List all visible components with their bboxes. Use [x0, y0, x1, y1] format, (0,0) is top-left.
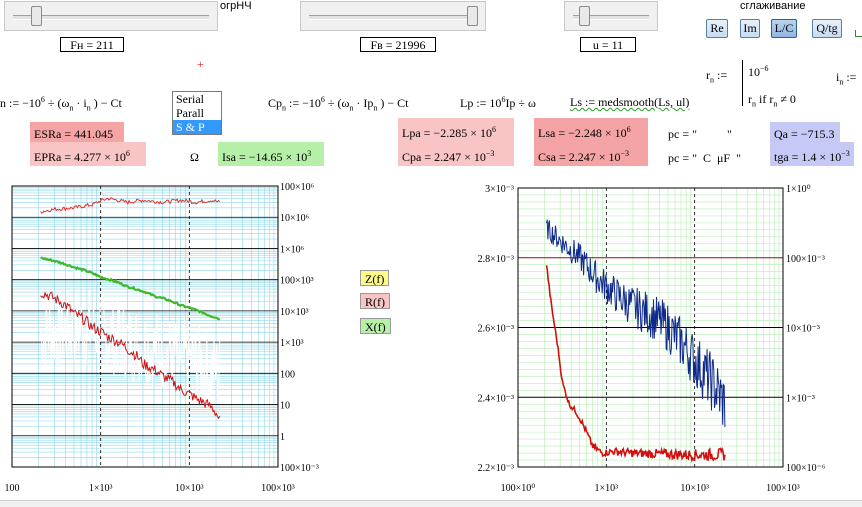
y-tick-label: 1×10³	[280, 338, 304, 349]
eq-in: in :=	[836, 70, 857, 87]
eq-rn: rn :=	[706, 68, 728, 85]
y-tick-label: 1×10⁶	[280, 244, 305, 255]
legend-r: R(f)	[360, 293, 390, 309]
x-tick-label: 10×10³	[175, 483, 204, 494]
smoothing-label: сглаживание	[740, 0, 806, 12]
y-tick-label: 100	[280, 369, 295, 380]
qtg-button[interactable]: Q/tg	[812, 19, 842, 38]
legend-x: X(f)	[360, 318, 391, 334]
series-c-line	[545, 265, 726, 463]
series-z-line	[40, 289, 221, 407]
y-left-tick-label: 2.8×10⁻³	[478, 254, 514, 265]
series-r-lower-line	[40, 291, 221, 420]
rn-bottom: rn if rn ≠ 0	[748, 92, 796, 109]
eq-n: n := −106 ÷ (ωn · in ) − Ct	[0, 95, 122, 113]
y-tick-label: 10×10³	[280, 307, 309, 318]
pc-line-1: pc = " "	[668, 127, 732, 141]
y-tick-label: 100×10³	[280, 276, 314, 287]
series-x-line	[40, 256, 221, 321]
y-left-tick-label: 2.6×10⁻³	[478, 324, 514, 335]
small-green-mark-icon	[855, 30, 862, 37]
mode-option-parall[interactable]: Parall	[176, 106, 204, 120]
slider-thumb[interactable]	[579, 6, 590, 26]
tga-result: tga = 1.4 × 10−3	[770, 142, 854, 166]
slider-track	[573, 15, 649, 20]
slider-track	[13, 15, 209, 20]
y-left-tick-label: 2.4×10⁻³	[478, 393, 514, 404]
slider-track	[309, 15, 477, 20]
series-r-upper-line	[40, 197, 221, 214]
rn-top: 10−6	[748, 64, 769, 79]
y-tick-label: 10×10⁶	[280, 213, 310, 224]
eq-cp: Cpn := −106 ÷ (ωn · Ipn ) − Ct	[268, 95, 409, 113]
y-right-tick-label: 1×10⁻³	[786, 393, 815, 404]
slider-fn-value: Fн = 211	[60, 37, 124, 52]
csa-result: Csa = 2.247 × 10−3	[534, 142, 648, 166]
slider-fv-value: Fв = 21996	[360, 37, 436, 52]
plot-frame	[11, 185, 279, 468]
y-right-tick-label: 100×10⁻³	[786, 254, 825, 265]
impedance-chart[interactable]: 100×10⁶ 10×10⁶ 1×10⁶ 100×10³ 10×10³ 1×10³ 100 1…	[0, 180, 330, 500]
y-left-tick-label: 3×10⁻³	[485, 184, 514, 195]
slider-u-value: u = 11	[580, 37, 636, 52]
x-tick-label: 100×10³	[766, 483, 800, 494]
series-q-line	[546, 219, 726, 428]
slider-thumb[interactable]	[31, 6, 42, 26]
pc-line-2: pc = " C μF "	[668, 151, 742, 165]
y-tick-label: 1	[280, 432, 285, 443]
isa-result: Isa = −14.65 × 103	[218, 142, 324, 166]
eq-ls: Ls := medsmooth(Ls, ul)	[570, 95, 690, 109]
mode-option-serial[interactable]: Serial	[176, 92, 204, 106]
im-button[interactable]: Im	[740, 19, 760, 38]
mode-option-sp[interactable]: S & P	[173, 120, 221, 134]
lsa-result: Lsa = −2.248 × 106	[534, 118, 648, 142]
legend-z: Z(f)	[360, 270, 390, 286]
y-tick-label: 10	[280, 401, 290, 412]
slider-fn[interactable]	[4, 1, 218, 31]
epra-result: EPRa = 4.277 × 106	[30, 142, 146, 166]
ogr-nch-label: огрНЧ	[220, 0, 252, 12]
x-tick-label: 1×10³	[89, 483, 113, 494]
plot-frame	[517, 187, 784, 468]
y-right-tick-label: 1×10⁰	[786, 184, 811, 195]
y-tick-label: 100×10⁶	[280, 182, 315, 193]
y-right-tick-label: 100×10⁻⁶	[786, 463, 826, 474]
capacitance-chart[interactable]: 3×10⁻³ 2.8×10⁻³ 2.6×10⁻³ 2.4×10⁻³ 2.2×10⁻³ 1×…	[460, 180, 860, 500]
cpa-result: Cpa = 2.247 × 10−3	[398, 142, 514, 166]
x-tick-label: 1×10³	[595, 483, 619, 494]
omega-label: Ω	[190, 150, 199, 164]
x-tick-label: 100×10³	[261, 483, 295, 494]
y-tick-label: 100×10⁻³	[280, 463, 319, 474]
slider-fv[interactable]	[300, 1, 486, 31]
y-left-tick-label: 2.2×10⁻³	[478, 463, 514, 474]
y-right-tick-label: 10×10⁻³	[786, 324, 820, 335]
re-button[interactable]: Re	[706, 19, 728, 38]
x-tick-label: 10×10³	[680, 483, 709, 494]
lc-button[interactable]: L/C	[771, 19, 797, 38]
slider-u[interactable]	[564, 1, 658, 31]
mode-listbox[interactable]: Serial Parall S & P	[172, 91, 222, 135]
lpa-result: Lpa = −2.285 × 106	[398, 118, 514, 142]
x-tick-label: 100×10⁰	[501, 483, 536, 494]
slider-thumb[interactable]	[467, 6, 478, 26]
eq-lp: Lp := 106Ip ÷ ω	[460, 95, 536, 110]
x-tick-label: 100	[5, 483, 20, 494]
rn-brace	[742, 60, 743, 106]
bottom-scrollbar[interactable]	[0, 500, 862, 507]
crosshair-icon: +	[197, 57, 204, 71]
